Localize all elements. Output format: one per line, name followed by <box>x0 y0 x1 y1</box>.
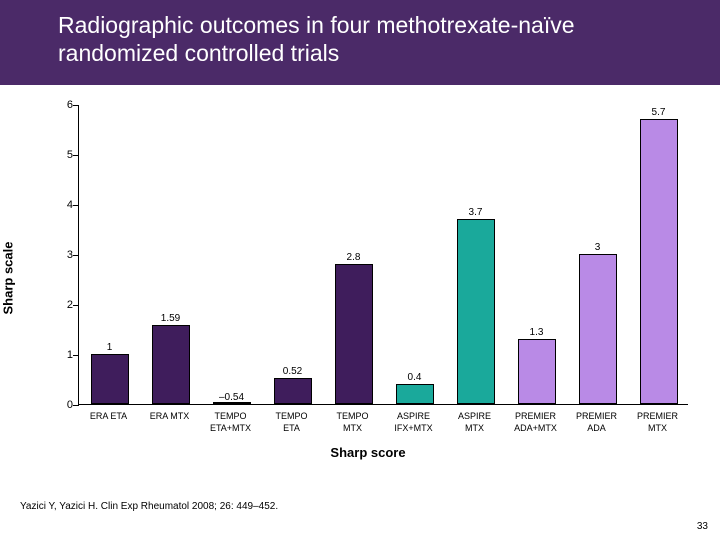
bar-value-label: 0.4 <box>408 372 422 383</box>
bar-value-label: 5.7 <box>652 107 666 118</box>
category-label: ERA MTX <box>150 411 190 423</box>
citation-text: Yazici Y, Yazici H. Clin Exp Rheumatol 2… <box>20 501 278 512</box>
category-label: TEMPOETA+MTX <box>210 411 251 434</box>
bar-value-label: 1.3 <box>530 327 544 338</box>
y-tick-label: 2 <box>53 299 73 311</box>
chart-plot: 012345611.59–0.540.522.80.43.71.335.7 <box>78 105 688 405</box>
y-tick-label: 5 <box>53 149 73 161</box>
bar <box>518 339 556 404</box>
category-label: TEMPOMTX <box>336 411 368 434</box>
y-tick-label: 4 <box>53 199 73 211</box>
y-tick-label: 3 <box>53 249 73 261</box>
bar <box>335 264 373 404</box>
y-tick <box>73 255 79 256</box>
y-tick <box>73 405 79 406</box>
slide-number: 33 <box>697 521 708 532</box>
bar <box>91 354 129 404</box>
y-tick <box>73 355 79 356</box>
bar <box>579 254 617 404</box>
y-tick <box>73 205 79 206</box>
bar-value-label: 0.52 <box>283 366 302 377</box>
category-label: TEMPOETA <box>275 411 307 434</box>
category-label: PREMIERADA+MTX <box>514 411 557 434</box>
bar <box>274 378 312 404</box>
bar-value-label: 3.7 <box>469 207 483 218</box>
sharp-score-chart: Sharp scale 012345611.59–0.540.522.80.43… <box>48 105 688 450</box>
bar <box>396 384 434 404</box>
category-label: ERA ETA <box>90 411 127 423</box>
page-title: Radiographic outcomes in four methotrexa… <box>0 12 720 67</box>
y-tick <box>73 305 79 306</box>
bar-value-label: 1.59 <box>161 313 180 324</box>
category-label: PREMIERADA <box>576 411 617 434</box>
y-tick-label: 1 <box>53 349 73 361</box>
category-label: PREMIERMTX <box>637 411 678 434</box>
bar-value-label: 3 <box>595 242 601 253</box>
y-tick-label: 0 <box>53 399 73 411</box>
bar-value-label: –0.54 <box>219 392 244 403</box>
y-axis-label: Sharp scale <box>1 241 16 314</box>
bar <box>640 119 678 404</box>
bar <box>152 325 190 405</box>
x-axis-label: Sharp score <box>48 445 688 460</box>
title-bar: Radiographic outcomes in four methotrexa… <box>0 0 720 85</box>
y-tick-label: 6 <box>53 99 73 111</box>
category-label: ASPIREIFX+MTX <box>394 411 432 434</box>
bar <box>457 219 495 404</box>
bar-value-label: 1 <box>107 342 113 353</box>
y-tick <box>73 105 79 106</box>
bar-value-label: 2.8 <box>347 252 361 263</box>
y-tick <box>73 155 79 156</box>
category-label: ASPIREMTX <box>458 411 491 434</box>
